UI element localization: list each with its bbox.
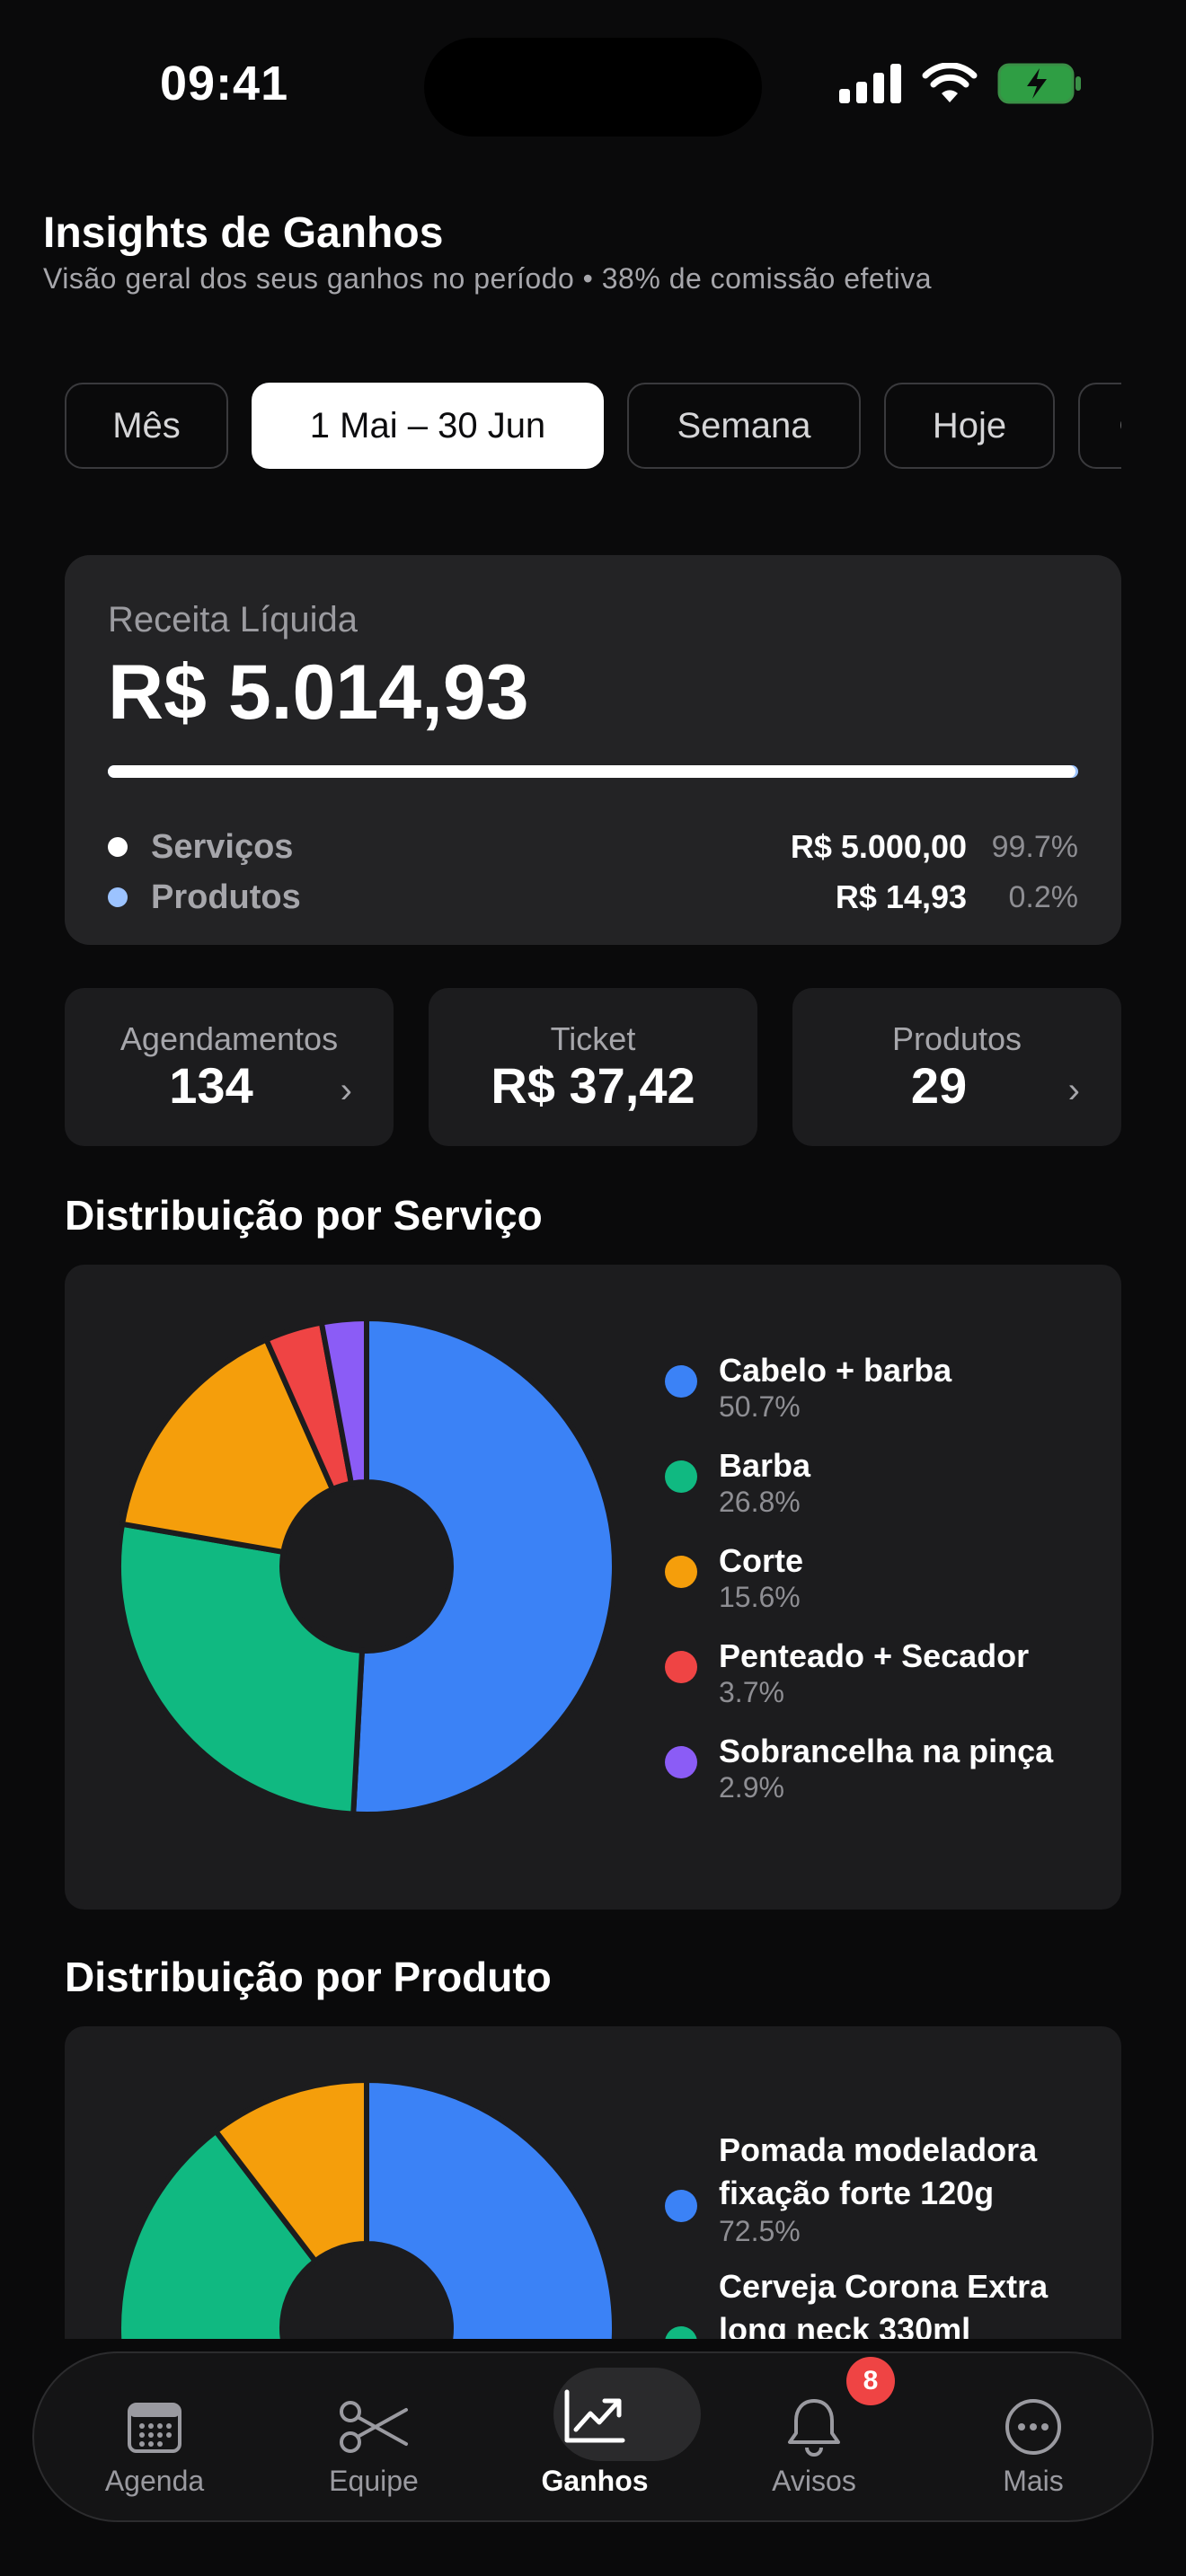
legend-name: Cabelo + barba <box>719 1352 952 1389</box>
bell-icon <box>778 2391 850 2463</box>
legend-dot <box>665 1746 697 1778</box>
revenue-split-bar-services <box>108 765 1075 778</box>
net-revenue-value: R$ 5.014,93 <box>108 649 529 736</box>
service-pie-slice-5 <box>318 1315 369 1487</box>
legend-name: Sobrancelha na pinça <box>719 1733 1054 1769</box>
tab-bar: Agenda Equipe Ganhos Aviso <box>32 2351 1154 2522</box>
product-pie-slice-3 <box>212 2077 369 2265</box>
product-pie-slice-1 <box>281 2077 617 2339</box>
legend-dot <box>665 2190 697 2222</box>
stat-value: 29 <box>910 1057 968 1114</box>
service-pie-slice-3 <box>119 1336 336 1556</box>
legend-dot <box>665 1556 697 1588</box>
product-pie-chart <box>116 2077 617 2339</box>
notifications-badge: 8 <box>846 2357 895 2405</box>
services-dot <box>108 837 128 857</box>
revenue-row-pct: 0.2% <box>1008 879 1079 914</box>
stat-value: R$ 37,42 <box>491 1057 695 1114</box>
more-icon <box>997 2391 1069 2463</box>
legend-name: Barba <box>719 1447 811 1484</box>
revenue-row-products: Produtos R$ 14,93 0.2% <box>108 875 1078 920</box>
tab-label: Ganhos <box>541 2465 649 2497</box>
revenue-row-name: Serviços <box>151 827 294 866</box>
legend-pct: 50.7% <box>719 1390 801 1423</box>
revenue-row-amount: R$ 5.000,00 <box>790 828 967 865</box>
legend-dot <box>665 2326 697 2339</box>
products-dot <box>108 887 128 907</box>
legend-name: Pomada modeladora fixação forte 120g <box>719 2131 1038 2211</box>
tab-equipe[interactable]: Equipe <box>284 2353 464 2524</box>
net-revenue-card: Receita Líquida R$ 5.014,93 Serviços R$ … <box>65 555 1121 945</box>
revenue-row-name: Produtos <box>151 878 301 916</box>
battery-charging-icon <box>997 63 1081 104</box>
tab-label: Mais <box>1003 2465 1064 2497</box>
legend-dot <box>665 1365 697 1398</box>
tab-label: Equipe <box>329 2465 419 2497</box>
legend-name: Corte <box>719 1542 804 1579</box>
period-chip-more[interactable]: C <box>1078 383 1121 469</box>
period-chip-month[interactable]: Mês <box>65 383 228 469</box>
service-distribution-card: Cabelo + barba 50.7% Barba 26.8% Corte 1… <box>65 1265 1121 1910</box>
tab-mais[interactable]: Mais <box>943 2353 1123 2524</box>
product-pie-slice-2 <box>116 2127 320 2339</box>
chevron-right-icon: › <box>340 1071 352 1110</box>
period-chip-custom-range[interactable]: 1 Mai – 30 Jun <box>252 383 604 469</box>
wifi-icon <box>922 63 978 102</box>
page-title: Insights de Ganhos <box>43 209 444 257</box>
legend-pct: 15.6% <box>719 1581 801 1613</box>
tab-label: Avisos <box>772 2465 856 2497</box>
stat-value: 134 <box>169 1057 253 1114</box>
period-chip-week[interactable]: Semana <box>627 383 861 469</box>
product-distribution-card: Pomada modeladora fixação forte 120g 72.… <box>65 2026 1121 2339</box>
service-pie-slice-2 <box>116 1521 366 1817</box>
revenue-row-amount: R$ 14,93 <box>835 878 967 915</box>
page-subtitle: Visão geral dos seus ganhos no período •… <box>43 262 932 295</box>
legend-pct: 3.7% <box>719 1676 784 1708</box>
calendar-icon <box>119 2391 190 2463</box>
product-distribution-title: Distribuição por Produto <box>65 1954 552 2000</box>
legend-name: Cerveja Corona Extra long neck 330ml <box>719 2268 1049 2339</box>
revenue-split-bar <box>108 765 1078 778</box>
chart-up-icon <box>559 2380 631 2452</box>
signal-icon <box>839 64 901 103</box>
stat-card-products[interactable]: Produtos 29 › <box>792 988 1121 1146</box>
revenue-row-services: Serviços R$ 5.000,00 99.7% <box>108 825 1078 869</box>
tab-avisos[interactable]: Avisos <box>724 2353 904 2524</box>
tab-label: Agenda <box>104 2465 205 2497</box>
stat-card-ticket: Ticket R$ 37,42 <box>429 988 757 1146</box>
legend-pct: 72.5% <box>719 2215 801 2247</box>
stat-label: Agendamentos <box>119 1020 339 1057</box>
service-pie-chart <box>116 1315 617 1817</box>
tab-agenda[interactable]: Agenda <box>65 2353 244 2524</box>
stat-label: Ticket <box>550 1020 636 1057</box>
service-pie-slice-1 <box>350 1315 617 1817</box>
legend-pct: 2.9% <box>719 1771 784 1804</box>
stat-card-appointments[interactable]: Agendamentos 134 › <box>65 988 394 1146</box>
status-time: 09:41 <box>160 57 289 110</box>
status-bar: 09:41 <box>0 0 1186 171</box>
period-chip-today[interactable]: Hoje <box>884 383 1055 469</box>
revenue-row-pct: 99.7% <box>991 829 1078 864</box>
dynamic-island <box>424 38 762 137</box>
period-selector: Mês 1 Mai – 30 Jun Semana Hoje C <box>65 383 1121 469</box>
status-icons <box>839 63 1082 104</box>
legend-dot <box>665 1460 697 1493</box>
stat-label: Produtos <box>891 1020 1022 1057</box>
scissors-icon <box>338 2391 410 2463</box>
active-tab-indicator <box>553 2368 701 2461</box>
legend-pct: 26.8% <box>719 1486 801 1518</box>
legend-name: Penteado + Secador <box>719 1637 1030 1674</box>
service-distribution-title: Distribuição por Serviço <box>65 1192 543 1239</box>
chevron-right-icon: › <box>1067 1071 1080 1110</box>
tab-ganhos[interactable]: Ganhos <box>505 2353 685 2524</box>
net-revenue-label: Receita Líquida <box>108 600 358 640</box>
legend-dot <box>665 1651 697 1683</box>
